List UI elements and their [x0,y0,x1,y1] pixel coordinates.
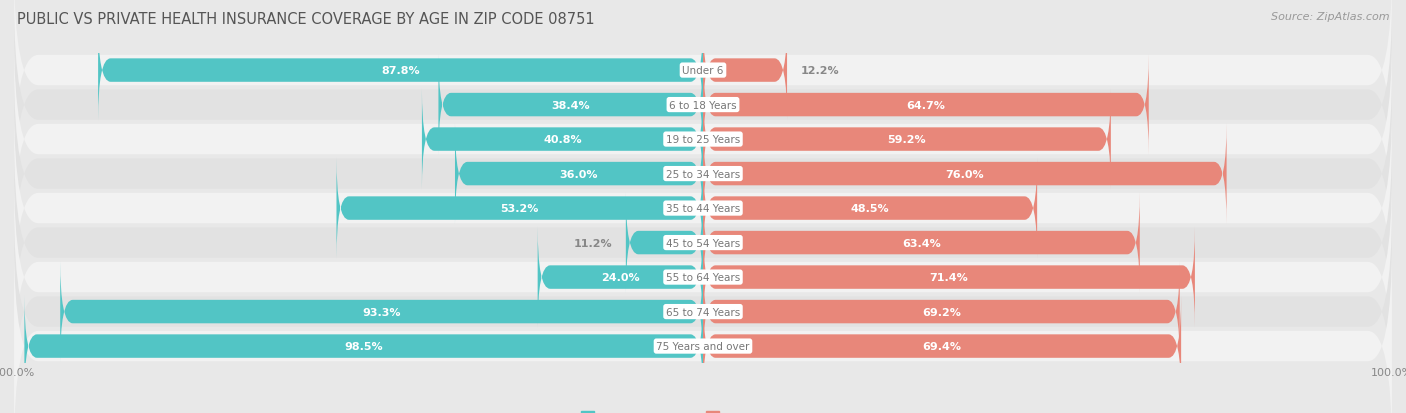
Text: 63.4%: 63.4% [903,238,941,248]
Legend: Public Insurance, Private Insurance: Public Insurance, Private Insurance [576,407,830,413]
Text: 93.3%: 93.3% [363,307,401,317]
Text: 71.4%: 71.4% [929,273,969,282]
Text: 48.5%: 48.5% [851,204,890,214]
Text: 75 Years and over: 75 Years and over [657,341,749,351]
FancyBboxPatch shape [439,55,703,156]
FancyBboxPatch shape [14,103,1392,314]
Text: 76.0%: 76.0% [945,169,984,179]
FancyBboxPatch shape [98,21,703,121]
FancyBboxPatch shape [336,158,703,259]
Text: 98.5%: 98.5% [344,341,382,351]
FancyBboxPatch shape [14,0,1392,176]
FancyBboxPatch shape [703,55,1149,156]
Text: 35 to 44 Years: 35 to 44 Years [666,204,740,214]
Text: 69.2%: 69.2% [922,307,960,317]
Text: Source: ZipAtlas.com: Source: ZipAtlas.com [1271,12,1389,22]
Text: 69.4%: 69.4% [922,341,962,351]
Text: 12.2%: 12.2% [801,66,839,76]
Text: 11.2%: 11.2% [574,238,612,248]
Text: PUBLIC VS PRIVATE HEALTH INSURANCE COVERAGE BY AGE IN ZIP CODE 08751: PUBLIC VS PRIVATE HEALTH INSURANCE COVER… [17,12,595,27]
FancyBboxPatch shape [14,172,1392,383]
FancyBboxPatch shape [456,124,703,224]
Text: 38.4%: 38.4% [551,100,591,110]
FancyBboxPatch shape [14,0,1392,211]
FancyBboxPatch shape [703,193,1140,293]
FancyBboxPatch shape [422,90,703,190]
Text: 25 to 34 Years: 25 to 34 Years [666,169,740,179]
Text: 40.8%: 40.8% [543,135,582,145]
FancyBboxPatch shape [703,227,1195,328]
Text: 19 to 25 Years: 19 to 25 Years [666,135,740,145]
FancyBboxPatch shape [626,193,703,293]
FancyBboxPatch shape [60,261,703,362]
Text: 36.0%: 36.0% [560,169,598,179]
FancyBboxPatch shape [703,21,787,121]
Text: 53.2%: 53.2% [501,204,538,214]
Text: Under 6: Under 6 [682,66,724,76]
FancyBboxPatch shape [14,241,1392,413]
FancyBboxPatch shape [537,227,703,328]
Text: 64.7%: 64.7% [907,100,945,110]
FancyBboxPatch shape [14,34,1392,245]
FancyBboxPatch shape [703,90,1111,190]
Text: 24.0%: 24.0% [600,273,640,282]
Text: 45 to 54 Years: 45 to 54 Years [666,238,740,248]
FancyBboxPatch shape [14,138,1392,348]
Text: 6 to 18 Years: 6 to 18 Years [669,100,737,110]
FancyBboxPatch shape [14,206,1392,413]
Text: 59.2%: 59.2% [887,135,927,145]
Text: 55 to 64 Years: 55 to 64 Years [666,273,740,282]
Text: 65 to 74 Years: 65 to 74 Years [666,307,740,317]
FancyBboxPatch shape [703,296,1181,396]
FancyBboxPatch shape [703,124,1226,224]
FancyBboxPatch shape [14,69,1392,280]
FancyBboxPatch shape [24,296,703,396]
FancyBboxPatch shape [703,261,1180,362]
Text: 87.8%: 87.8% [381,66,420,76]
FancyBboxPatch shape [703,158,1038,259]
